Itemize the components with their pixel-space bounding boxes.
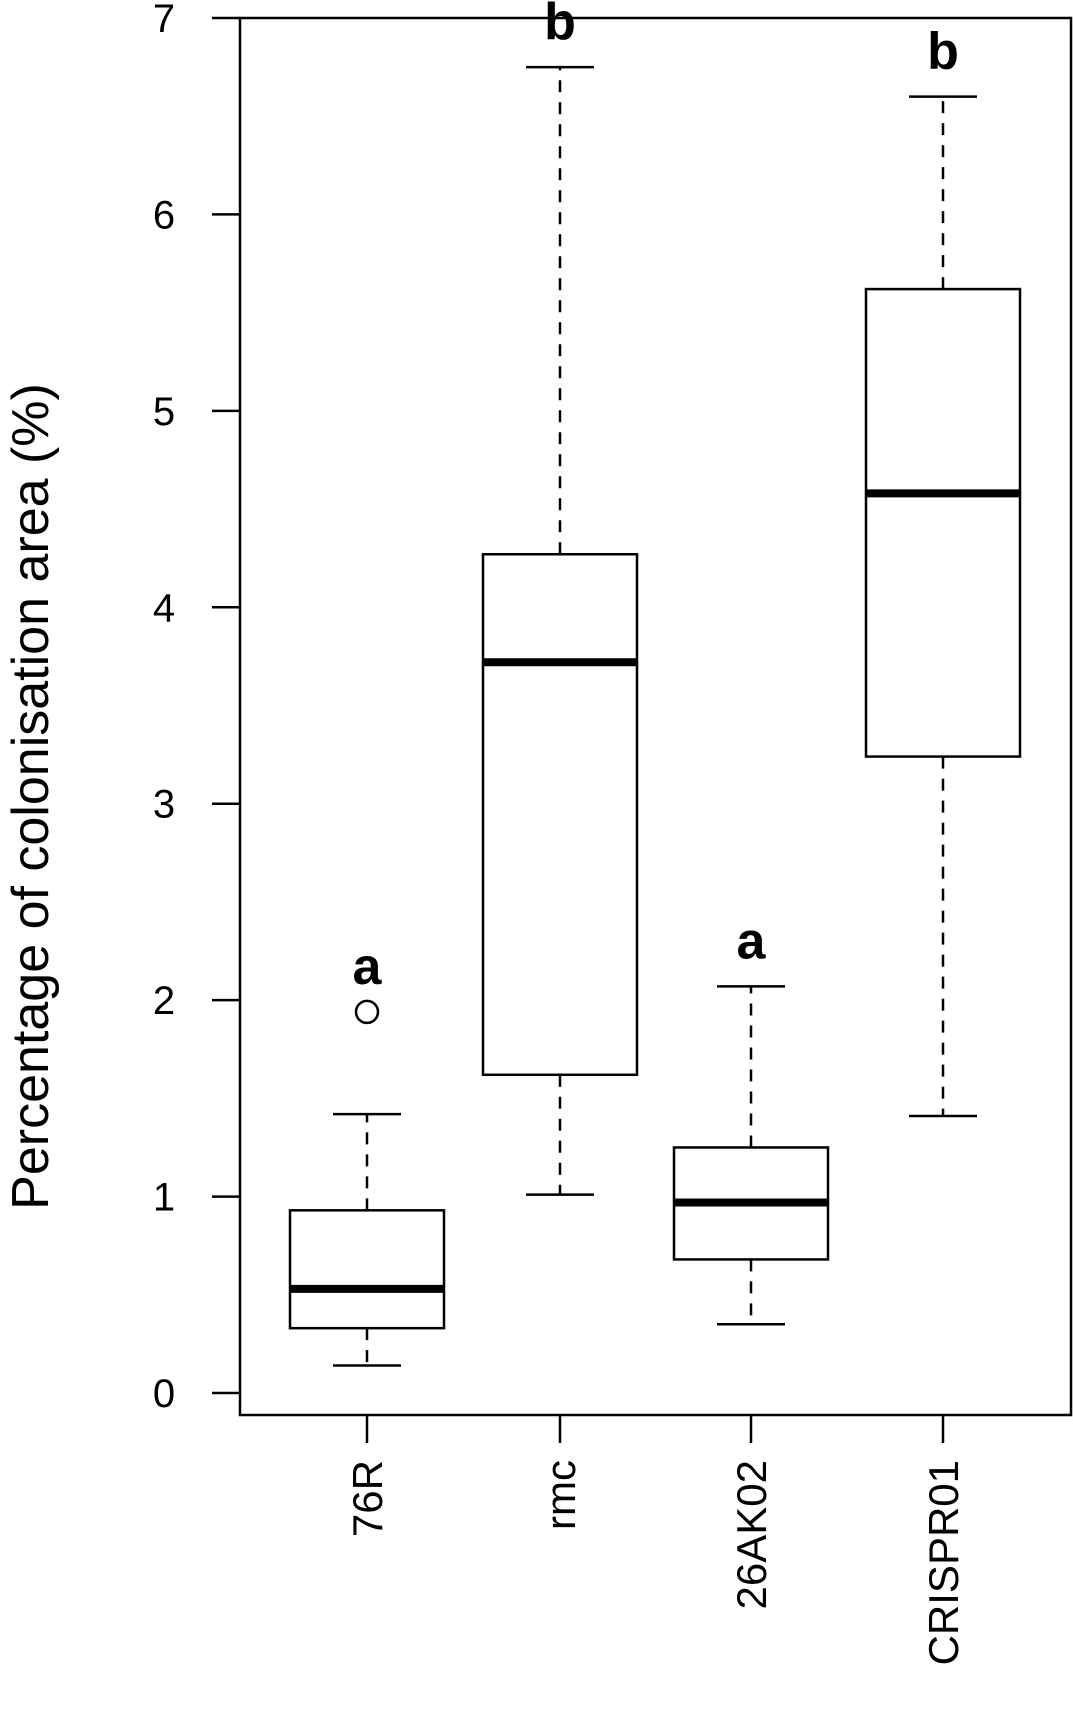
y-tick-label: 1 <box>153 1176 175 1220</box>
box-26AK02: a <box>672 912 830 1326</box>
y-tick-label: 2 <box>153 979 175 1023</box>
boxes: a b a b <box>288 0 1022 1367</box>
y-axis: 0 1 2 3 4 5 6 7 <box>153 0 240 1416</box>
iqr-box <box>481 553 639 1077</box>
plot-border <box>238 16 1073 1417</box>
y-tick-label: 4 <box>153 586 175 630</box>
outlier-point <box>354 999 380 1025</box>
plot-frame <box>238 16 1073 1417</box>
y-tick-label: 3 <box>153 783 175 827</box>
significance-letter: a <box>737 912 767 970</box>
x-tick-label: 76R <box>344 1460 391 1537</box>
box-CRISPR01: b <box>864 23 1022 1118</box>
y-tick-label: 7 <box>153 0 175 41</box>
y-tick-label: 0 <box>153 1372 175 1416</box>
significance-letter: a <box>353 938 383 996</box>
box-76R: a <box>288 938 446 1367</box>
x-axis: 76R rmc 26AK02 CRISPR01 <box>344 1415 967 1665</box>
iqr-box <box>864 287 1022 758</box>
significance-letter: b <box>927 23 959 81</box>
y-tick-label: 6 <box>153 193 175 237</box>
x-tick-label: rmc <box>537 1460 584 1530</box>
x-tick-label: CRISPR01 <box>920 1460 967 1665</box>
y-tick-label: 5 <box>153 390 175 434</box>
y-axis-label: Percentage of colonisation area (%) <box>2 383 60 1210</box>
significance-letter: b <box>544 0 576 51</box>
box-rmc: b <box>481 0 639 1196</box>
x-tick-label: 26AK02 <box>728 1460 775 1609</box>
iqr-box <box>288 1209 446 1330</box>
